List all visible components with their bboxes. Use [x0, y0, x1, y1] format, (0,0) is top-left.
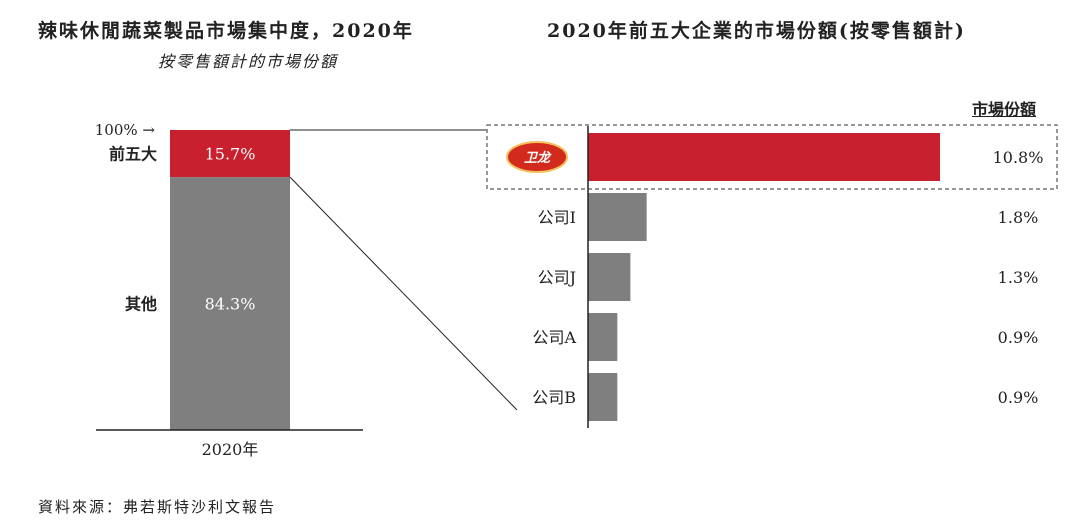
right-chart-title: 2020年前五大企業的市場份額(按零售額計) [547, 20, 966, 42]
highlight-dashed-box [486, 124, 1058, 190]
stack-segment-0 [170, 130, 290, 178]
stacked-bar-chart: 15.7% 前五大 84.3% 其他 2020年 100% → [95, 121, 363, 459]
horizontal-bar-chart: 10.8% 卫龙 1.8% 公司I 1.3% 公司J 0.9% 公司A 0.9% 公司B [289, 124, 1058, 428]
connector-line-bottom [289, 176, 518, 411]
bar-2 [588, 253, 631, 301]
bar-category-label: 公司I [538, 208, 576, 227]
bar-1 [588, 193, 647, 241]
bar-value-label: 1.3% [998, 268, 1039, 287]
left-chart-subtitle: 按零售額計的市場份額 [158, 52, 339, 71]
weilong-logo-icon [506, 141, 568, 173]
bar-3 [588, 313, 618, 361]
bar-category-label: 公司J [538, 268, 576, 287]
stack-segment-1 [170, 177, 290, 430]
source-note: 資料來源：弗若斯特沙利文報告 [38, 498, 277, 516]
left-chart-title: 辣味休閒蔬菜製品市場集中度，2020年 [38, 20, 414, 42]
segment-name-label: 前五大 [109, 145, 157, 164]
top-100-marker: 100% → [95, 121, 156, 139]
weilong-logo-text: 卫龙 [524, 150, 552, 166]
bar-0 [588, 133, 940, 181]
bar-category-label: 公司B [532, 388, 576, 407]
bar-value-label: 0.9% [998, 328, 1039, 347]
bar-value-label: 0.9% [998, 388, 1039, 407]
x-tick-label: 2020年 [202, 440, 259, 459]
segment-name-label: 其他 [125, 295, 157, 314]
bar-4 [588, 373, 618, 421]
segment-value-label: 84.3% [205, 295, 256, 314]
segment-value-label: 15.7% [205, 145, 256, 164]
market-share-header: 市場份額 [972, 100, 1037, 119]
bar-value-label: 10.8% [993, 148, 1044, 167]
bar-value-label: 1.8% [998, 208, 1039, 227]
bar-category-label: 公司A [532, 328, 576, 347]
